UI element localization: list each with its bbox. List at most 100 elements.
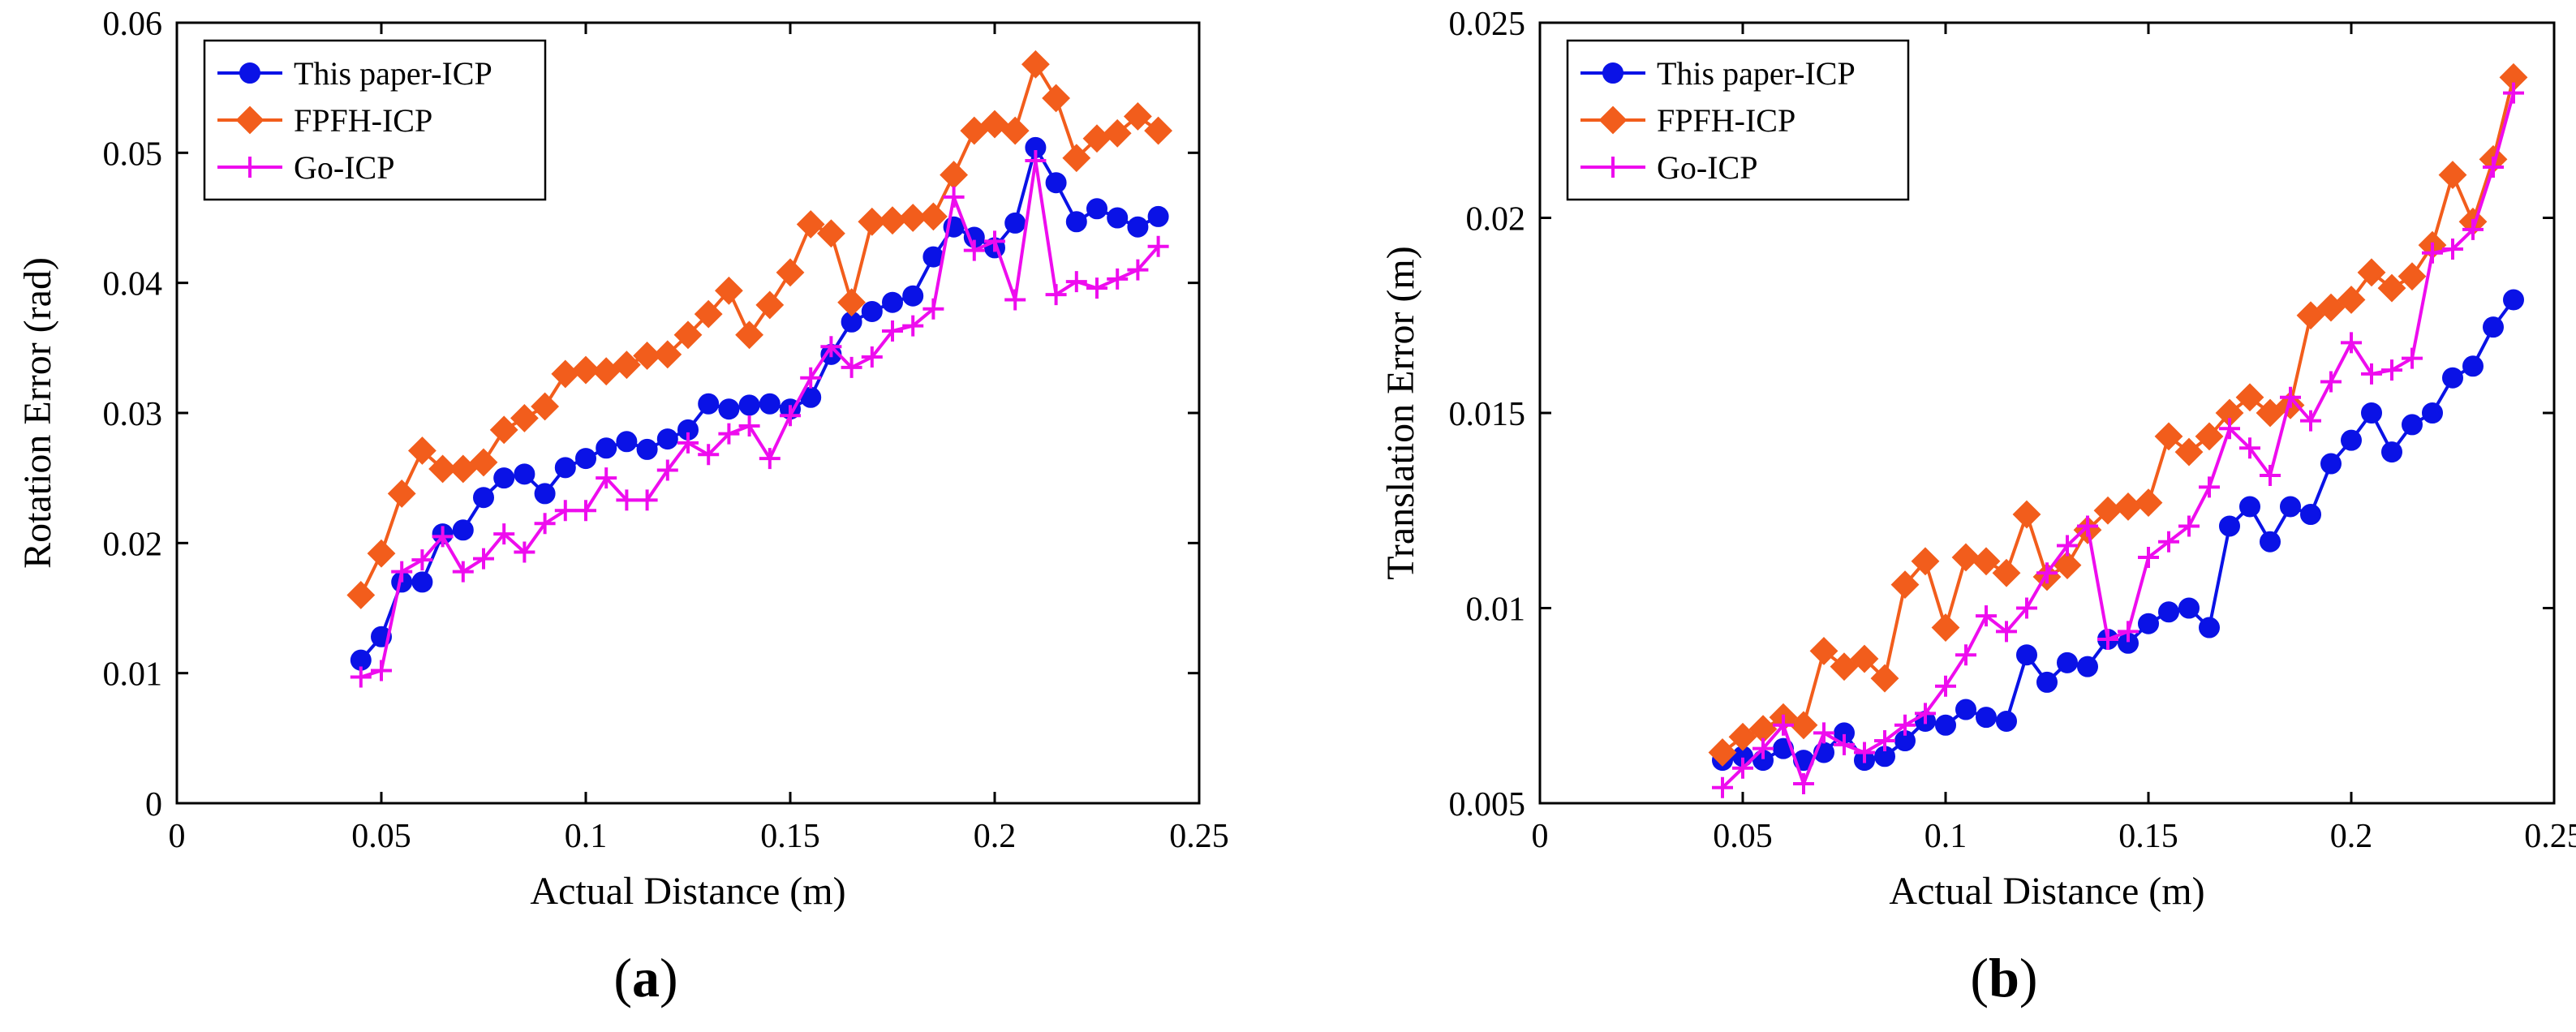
data-point-this-paper-icp <box>2503 289 2524 311</box>
data-point-go-icp <box>473 548 494 570</box>
data-point-this-paper-icp <box>2361 402 2382 424</box>
data-point-go-icp <box>2138 546 2159 568</box>
data-point-go-icp <box>943 186 965 208</box>
data-point-this-paper-icp <box>698 393 720 415</box>
legend-item-this-paper-icp: This paper-ICP <box>217 55 492 92</box>
y-tick-label: 0.01 <box>103 656 163 694</box>
data-point-this-paper-icp <box>1935 714 1956 736</box>
data-point-go-icp <box>514 541 535 563</box>
data-point-go-icp <box>2178 515 2200 537</box>
data-point-go-icp <box>636 489 658 511</box>
data-point-this-paper-icp <box>1086 198 1107 220</box>
legend-label: Go-ICP <box>1657 149 1757 186</box>
panel-a-caption-open: ( <box>613 947 632 1008</box>
legend-item-fpfh-icp: FPFH-ICP <box>217 102 432 139</box>
data-point-fpfh-icp <box>755 290 785 320</box>
x-tick-label: 0.15 <box>760 818 820 855</box>
data-point-fpfh-icp <box>2398 262 2427 291</box>
data-point-fpfh-icp <box>918 202 948 231</box>
data-point-fpfh-icp <box>531 392 560 421</box>
chart-panel-b: 0 0.05 0.1 0.15 0.2 0.25 0.005 0.01 0.015 0.02 0.0… <box>1379 6 2576 1008</box>
data-point-fpfh-icp <box>407 436 437 465</box>
legend-label: This paper-ICP <box>1657 55 1856 92</box>
data-point-go-icp <box>861 346 883 368</box>
series-line-fpfh-icp <box>359 62 1159 596</box>
data-point-go-icp <box>1874 730 1895 752</box>
data-point-fpfh-icp <box>673 320 703 350</box>
data-point-this-paper-icp <box>534 483 556 505</box>
data-point-this-paper-icp <box>2158 601 2179 623</box>
data-point-fpfh-icp <box>1890 570 1920 600</box>
data-point-go-icp <box>2503 82 2524 104</box>
data-point-this-paper-icp <box>902 285 924 307</box>
panel-a-caption-close: ) <box>660 947 678 1008</box>
data-point-this-paper-icp <box>2381 441 2402 463</box>
data-point-fpfh-icp <box>653 340 682 369</box>
data-point-fpfh-icp <box>776 258 805 287</box>
panel-b-caption: (b) <box>1970 947 2037 1008</box>
data-point-go-icp <box>1996 621 2017 643</box>
x-tick-label: 0.05 <box>1713 818 1773 855</box>
y-tick-label: 0.01 <box>1466 591 1526 629</box>
data-point-go-icp <box>1854 742 1875 763</box>
y-tick-label: 0.025 <box>1449 6 1526 43</box>
data-point-this-paper-icp <box>452 519 474 541</box>
y-tick-label: 0.04 <box>103 266 163 303</box>
data-point-go-icp <box>1004 289 1026 311</box>
data-point-fpfh-icp <box>796 210 825 239</box>
data-point-this-paper-icp <box>2219 515 2240 537</box>
data-point-this-paper-icp <box>2442 367 2463 389</box>
data-point-fpfh-icp <box>1042 84 1071 113</box>
data-point-fpfh-icp <box>1830 652 1859 682</box>
data-point-go-icp <box>452 561 474 583</box>
chart-a-legend: This paper-ICP FPFH-ICP Go-ICP <box>203 39 547 201</box>
data-point-fpfh-icp <box>612 350 641 380</box>
data-point-fpfh-icp <box>346 581 376 609</box>
chart-b-y-axis-label: Translation Error (m) <box>1379 246 1422 580</box>
data-point-go-icp <box>1813 722 1834 744</box>
data-point-go-icp <box>1732 757 1753 779</box>
x-tick-label: 0.2 <box>2330 818 2373 855</box>
data-point-go-icp <box>1712 776 1733 798</box>
data-point-go-icp <box>963 239 985 261</box>
series-line-go-icp <box>360 159 1160 679</box>
chart-a-x-axis-label: Actual Distance (m) <box>530 870 845 913</box>
data-point-go-icp <box>371 660 392 682</box>
data-point-go-icp <box>1935 675 1956 697</box>
data-point-go-icp <box>902 315 924 337</box>
data-point-go-icp <box>575 500 596 522</box>
series-this-paper-icp <box>350 136 1169 671</box>
data-point-go-icp <box>1147 235 1169 257</box>
data-point-this-paper-icp <box>2280 496 2301 518</box>
legend-label: Go-ICP <box>294 149 394 186</box>
data-point-go-icp <box>1976 605 1997 627</box>
data-point-fpfh-icp <box>1809 636 1838 665</box>
x-tick-label: 0 <box>169 818 186 855</box>
panel-b-caption-open: ( <box>1970 947 1989 1008</box>
data-point-fpfh-icp <box>367 539 396 568</box>
data-point-go-icp <box>2118 621 2139 643</box>
data-point-fpfh-icp <box>735 320 764 350</box>
data-point-go-icp <box>1834 733 1855 755</box>
data-point-this-paper-icp <box>473 487 494 509</box>
data-point-go-icp <box>882 320 903 342</box>
data-point-fpfh-icp <box>1931 613 1960 642</box>
y-tick-label: 0.03 <box>103 396 163 433</box>
data-point-fpfh-icp <box>940 161 969 190</box>
data-point-this-paper-icp <box>718 398 740 420</box>
data-point-go-icp <box>2280 386 2301 408</box>
data-point-go-icp <box>2442 238 2463 260</box>
data-point-this-paper-icp <box>2422 402 2443 424</box>
data-point-go-icp <box>554 500 576 522</box>
data-point-fpfh-icp <box>858 207 887 236</box>
legend-swatch-marker <box>1598 105 1628 135</box>
data-point-this-paper-icp <box>1976 707 1997 729</box>
data-point-go-icp <box>432 526 454 548</box>
data-point-fpfh-icp <box>1789 711 1818 740</box>
y-tick-label: 0.05 <box>103 135 163 173</box>
data-point-this-paper-icp <box>2239 496 2260 518</box>
data-point-fpfh-icp <box>1021 49 1050 79</box>
data-point-this-paper-icp <box>656 428 678 450</box>
chart-b-marks <box>1708 62 2528 798</box>
data-point-fpfh-icp <box>2438 161 2467 190</box>
